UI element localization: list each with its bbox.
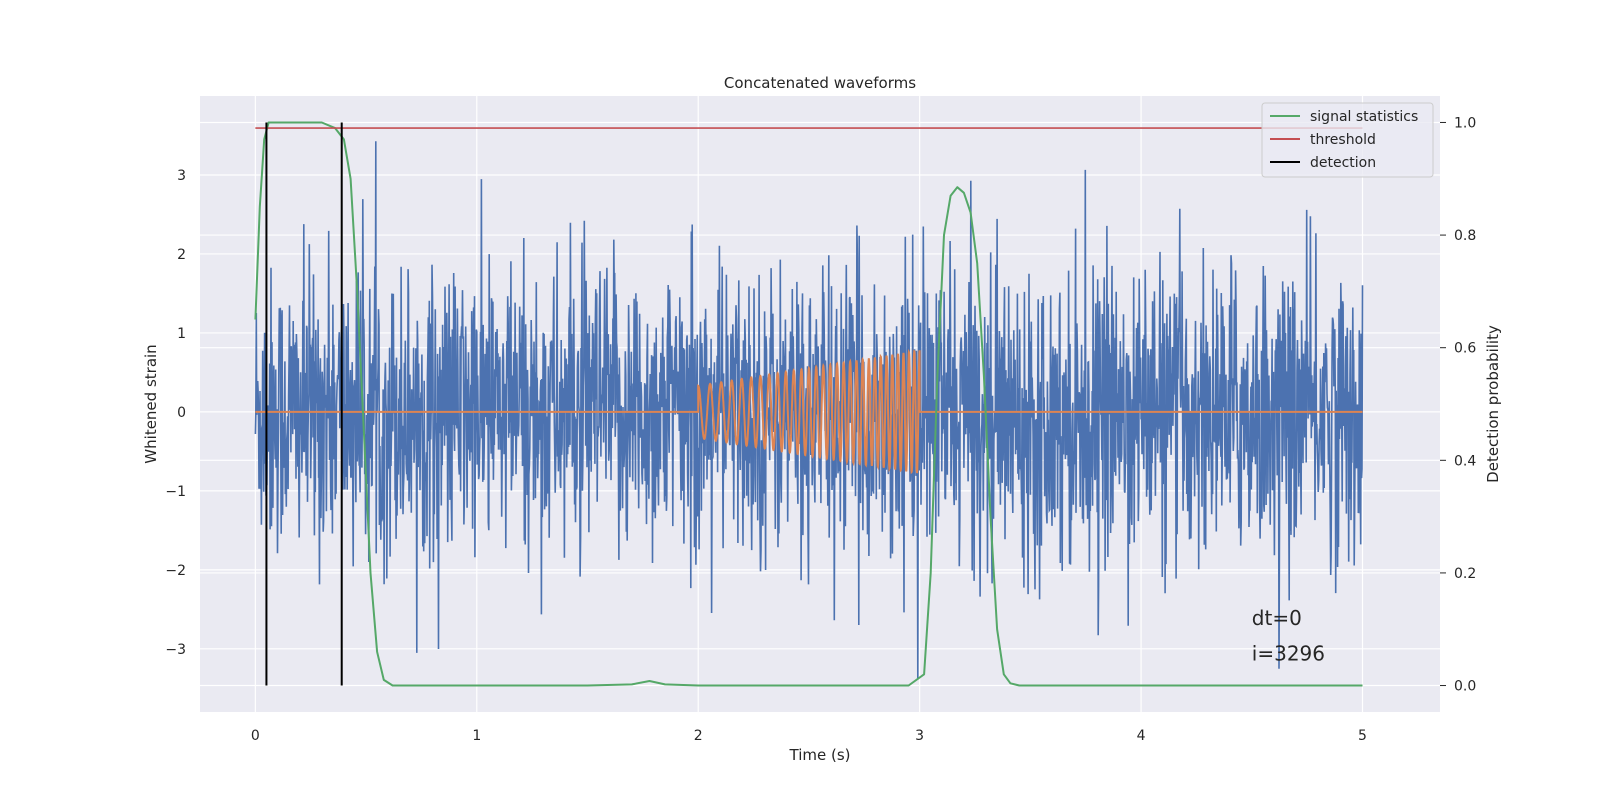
legend-label-signal-statistics: signal statistics [1310,109,1418,125]
x-tick-label: 5 [1358,728,1367,744]
signal-statistics-line [254,121,1363,687]
legend-box [1261,102,1434,178]
y-tick-label: 1 [177,326,186,342]
y-tick-label: −1 [165,484,186,500]
chirp-template-line [255,348,1363,475]
annotation-dt: dt=0 [1252,606,1302,630]
y2-tick-label: 0.2 [1454,566,1476,582]
x-axis-label: Time (s) [789,746,851,764]
noise-series-line [254,141,1364,680]
chart-title: Concatenated waveforms [724,74,916,92]
y-tick-label: −2 [165,563,186,579]
y2-tick-label: 0.4 [1454,453,1476,469]
y2-axis-ticks: 0.0 0.2 0.4 0.6 0.8 1.0 [1440,115,1476,695]
x-tick-label: 2 [694,728,703,744]
x-tick-label: 4 [1137,728,1146,744]
x-axis-ticks: 0 1 2 3 4 5 [251,728,1367,744]
y-axis-label: Whitened strain [142,344,160,463]
y2-tick-label: 0.8 [1454,228,1476,244]
y-tick-label: 3 [177,168,186,184]
y2-tick-label: 0.0 [1454,679,1476,695]
legend: signal statistics threshold detection [1261,102,1434,178]
x-tick-label: 1 [472,728,481,744]
y2-tick-label: 1.0 [1454,115,1476,131]
y2-tick-label: 0.6 [1454,341,1476,357]
x-tick-label: 0 [251,728,260,744]
annotations: dt=0 i=3296 [1252,606,1325,666]
x-tick-label: 3 [915,728,924,744]
legend-label-threshold: threshold [1310,132,1376,148]
y-axis-ticks: −3 −2 −1 0 1 2 3 [165,168,186,658]
y-tick-label: −3 [165,642,186,658]
annotation-i: i=3296 [1252,642,1325,666]
plot-lines [254,121,1364,687]
y2-axis-label: Detection probability [1484,325,1502,483]
y-tick-label: 2 [177,247,186,263]
y-tick-label: 0 [177,405,186,421]
legend-label-detection: detection [1310,155,1376,171]
